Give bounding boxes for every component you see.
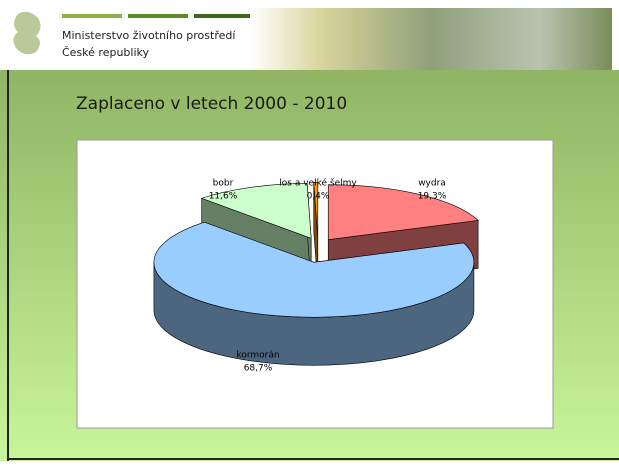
slide: Ministerstvo životního prostředí České r… [0,0,619,461]
header-bar [194,14,250,18]
header-photo [250,8,612,70]
page: Ministerstvo životního prostředí České r… [0,0,619,461]
slice-label: los a velké šelmy [279,178,357,189]
slice-value: 68,7% [244,364,273,374]
header-bar [62,14,122,18]
slice-value: 19,3% [418,192,447,202]
slide-title: Zaplaceno v letech 2000 - 2010 [76,94,347,114]
slice-label: kormorán [236,351,279,361]
logo [13,12,40,55]
header-line: Ministerstvo životního prostředí [62,29,236,42]
pie: wydra 19,3% kormorán 68,7% bobr 11,6% los a ve… [154,178,478,374]
slice-label: wydra [418,179,446,189]
header-line: České republiky [62,46,149,59]
header-bar [128,14,188,18]
slice-value: 11,6% [209,192,238,202]
slice-value: 0,4% [307,192,330,202]
slice-label: bobr [213,179,234,189]
